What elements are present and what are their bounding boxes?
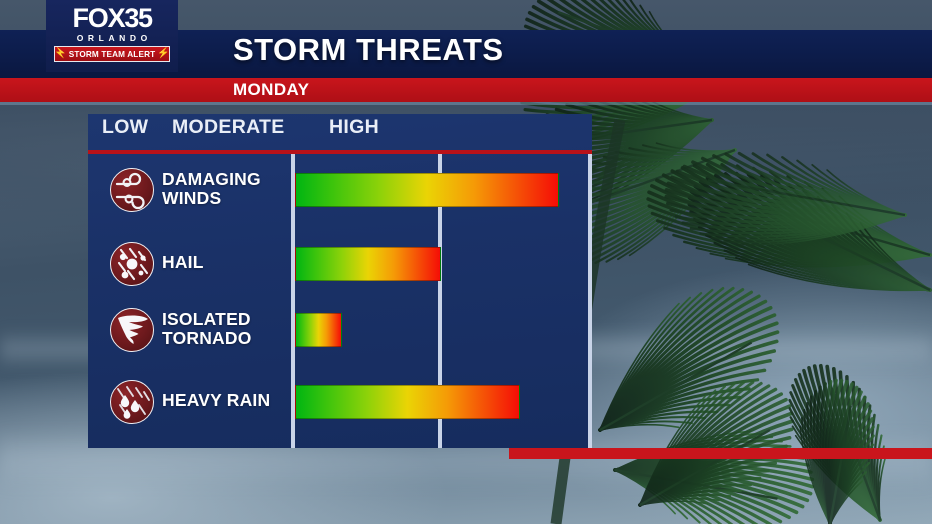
storm-team-alert-label: STORM TEAM ALERT	[68, 49, 156, 59]
logo-market: ORLANDO	[76, 33, 152, 43]
scale-label-high: HIGH	[329, 116, 379, 138]
scale-label-low: LOW	[102, 116, 149, 138]
hail-stones-icon	[110, 242, 154, 286]
threat-label-line1: ISOLATED	[162, 309, 251, 329]
header-bottom-rule	[0, 102, 932, 105]
threat-bar-hail	[295, 247, 441, 281]
threat-label-isolated-tornado: ISOLATED TORNADO	[162, 310, 252, 348]
threat-label-damaging-winds: DAMAGING WINDS	[162, 170, 261, 208]
bottom-red-bar	[509, 448, 932, 459]
header-red-band	[0, 78, 932, 102]
tornado-funnel-icon	[110, 308, 154, 352]
threat-row-heavy-rain: HEAVY RAIN	[88, 374, 592, 436]
gridline-2	[588, 154, 592, 448]
logo-network: FOX	[72, 3, 126, 33]
threat-label-line1: HAIL	[162, 252, 204, 272]
threat-label-line1: HEAVY RAIN	[162, 390, 271, 410]
gridline-1	[438, 154, 442, 448]
station-logo: FOX35 ORLANDO ⚡ STORM TEAM ALERT ⚡	[46, 0, 178, 72]
threat-label-line2: WINDS	[162, 188, 222, 208]
storm-team-alert-badge: ⚡ STORM TEAM ALERT ⚡	[54, 46, 170, 62]
threat-bar-isolated-tornado	[295, 313, 342, 347]
threat-label-line1: DAMAGING	[162, 169, 261, 189]
threat-label-heavy-rain: HEAVY RAIN	[162, 391, 270, 410]
storm-threats-panel: LOW MODERATE HIGH DAMAGING WINDS	[88, 114, 592, 448]
logo-channel: 35	[124, 3, 153, 33]
threat-label-line2: TORNADO	[162, 328, 252, 348]
threat-bar-heavy-rain	[295, 385, 520, 419]
lightning-bolt-icon-left: ⚡	[54, 48, 67, 59]
wind-swirl-icon	[110, 168, 154, 212]
header-subtitle: MONDAY	[233, 80, 310, 99]
gridline-0	[291, 154, 295, 448]
panel-divider-rule	[88, 150, 592, 154]
page-title: STORM THREATS	[233, 32, 504, 67]
rain-droplets-icon	[110, 380, 154, 424]
scale-label-moderate: MODERATE	[172, 116, 285, 138]
threat-row-isolated-tornado: ISOLATED TORNADO	[88, 302, 592, 364]
threat-scale-labels: LOW MODERATE HIGH	[88, 114, 592, 150]
logo-wordmark: FOX35	[46, 3, 178, 34]
threat-label-hail: HAIL	[162, 253, 204, 272]
lightning-bolt-icon-right: ⚡	[157, 48, 170, 59]
threat-row-hail: HAIL	[88, 236, 592, 298]
threat-bar-damaging-winds	[295, 173, 559, 207]
threat-row-damaging-winds: DAMAGING WINDS	[88, 162, 592, 224]
